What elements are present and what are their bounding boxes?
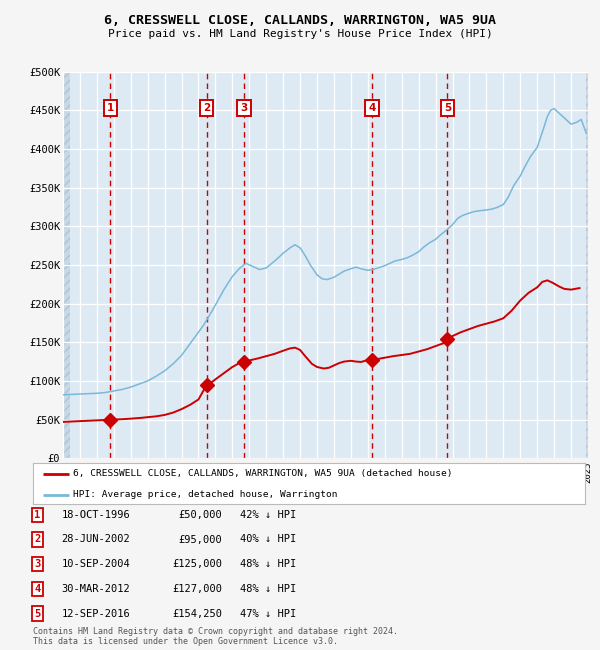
Text: 42% ↓ HPI: 42% ↓ HPI bbox=[240, 510, 296, 520]
Text: 40% ↓ HPI: 40% ↓ HPI bbox=[240, 534, 296, 545]
Text: 18-OCT-1996: 18-OCT-1996 bbox=[62, 510, 130, 520]
Text: Price paid vs. HM Land Registry's House Price Index (HPI): Price paid vs. HM Land Registry's House … bbox=[107, 29, 493, 39]
Text: 10-SEP-2004: 10-SEP-2004 bbox=[62, 559, 130, 569]
Text: 3: 3 bbox=[241, 103, 248, 113]
Text: 6, CRESSWELL CLOSE, CALLANDS, WARRINGTON, WA5 9UA (detached house): 6, CRESSWELL CLOSE, CALLANDS, WARRINGTON… bbox=[73, 469, 452, 478]
Text: 1: 1 bbox=[107, 103, 114, 113]
Text: £127,000: £127,000 bbox=[172, 584, 222, 594]
Text: £95,000: £95,000 bbox=[178, 534, 222, 545]
Bar bbox=[63, 72, 70, 458]
Text: 48% ↓ HPI: 48% ↓ HPI bbox=[240, 584, 296, 594]
Text: 4: 4 bbox=[34, 584, 40, 594]
Text: This data is licensed under the Open Government Licence v3.0.: This data is licensed under the Open Gov… bbox=[33, 637, 338, 646]
Text: 2: 2 bbox=[34, 534, 40, 545]
Text: 4: 4 bbox=[368, 103, 376, 113]
Text: 47% ↓ HPI: 47% ↓ HPI bbox=[240, 608, 296, 619]
Text: £125,000: £125,000 bbox=[172, 559, 222, 569]
Bar bbox=[586, 72, 595, 458]
Text: 5: 5 bbox=[444, 103, 451, 113]
Text: 3: 3 bbox=[34, 559, 40, 569]
Text: 5: 5 bbox=[34, 608, 40, 619]
Text: 12-SEP-2016: 12-SEP-2016 bbox=[62, 608, 130, 619]
Text: 2: 2 bbox=[203, 103, 211, 113]
Text: 28-JUN-2002: 28-JUN-2002 bbox=[62, 534, 130, 545]
Text: £154,250: £154,250 bbox=[172, 608, 222, 619]
Text: £50,000: £50,000 bbox=[178, 510, 222, 520]
Text: 30-MAR-2012: 30-MAR-2012 bbox=[62, 584, 130, 594]
Text: 48% ↓ HPI: 48% ↓ HPI bbox=[240, 559, 296, 569]
Text: 6, CRESSWELL CLOSE, CALLANDS, WARRINGTON, WA5 9UA: 6, CRESSWELL CLOSE, CALLANDS, WARRINGTON… bbox=[104, 14, 496, 27]
Text: Contains HM Land Registry data © Crown copyright and database right 2024.: Contains HM Land Registry data © Crown c… bbox=[33, 627, 398, 636]
Text: HPI: Average price, detached house, Warrington: HPI: Average price, detached house, Warr… bbox=[73, 490, 337, 499]
Text: 1: 1 bbox=[34, 510, 40, 520]
